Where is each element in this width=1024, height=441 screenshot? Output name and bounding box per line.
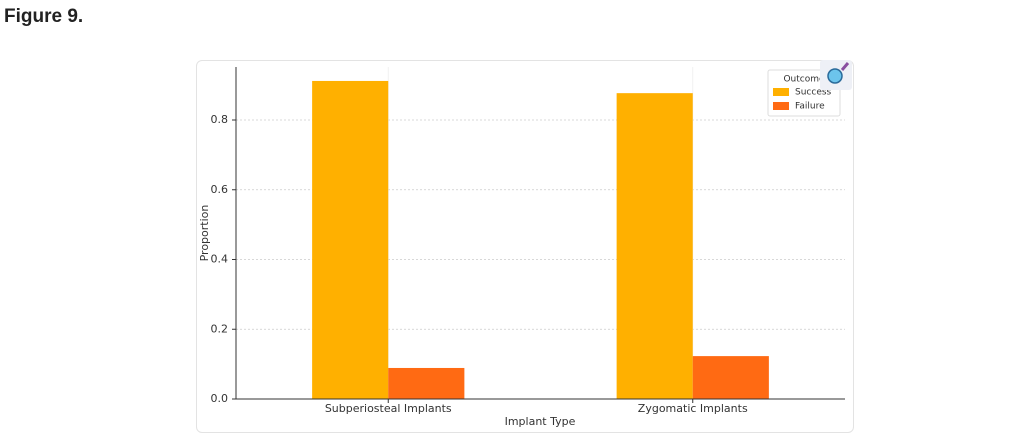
y-axis-label: Proportion [198, 205, 211, 262]
y-tick-label: 0.0 [211, 392, 229, 405]
bar [388, 367, 465, 399]
x-tick-label: Subperiosteal Implants [325, 402, 452, 415]
figure-label: Figure 9. [4, 6, 84, 27]
x-axis-label: Implant Type [505, 415, 576, 428]
zoom-icon-handle [840, 62, 850, 71]
y-tick-label: 0.4 [211, 253, 229, 266]
zoom-icon-lens [827, 68, 843, 84]
legend-label: Failure [795, 102, 825, 112]
bar [692, 356, 769, 399]
x-tick-label: Zygomatic Implants [638, 402, 748, 415]
y-tick-label: 0.6 [211, 183, 229, 196]
bar [312, 80, 389, 399]
bar [616, 93, 693, 400]
legend-swatch [773, 88, 789, 96]
chart-card [196, 60, 854, 433]
legend-title: Outcome [783, 75, 825, 85]
y-tick-label: 0.2 [211, 322, 229, 335]
legend-swatch [773, 102, 789, 110]
y-tick-label: 0.8 [211, 113, 229, 126]
legend-label: Success [795, 88, 832, 98]
